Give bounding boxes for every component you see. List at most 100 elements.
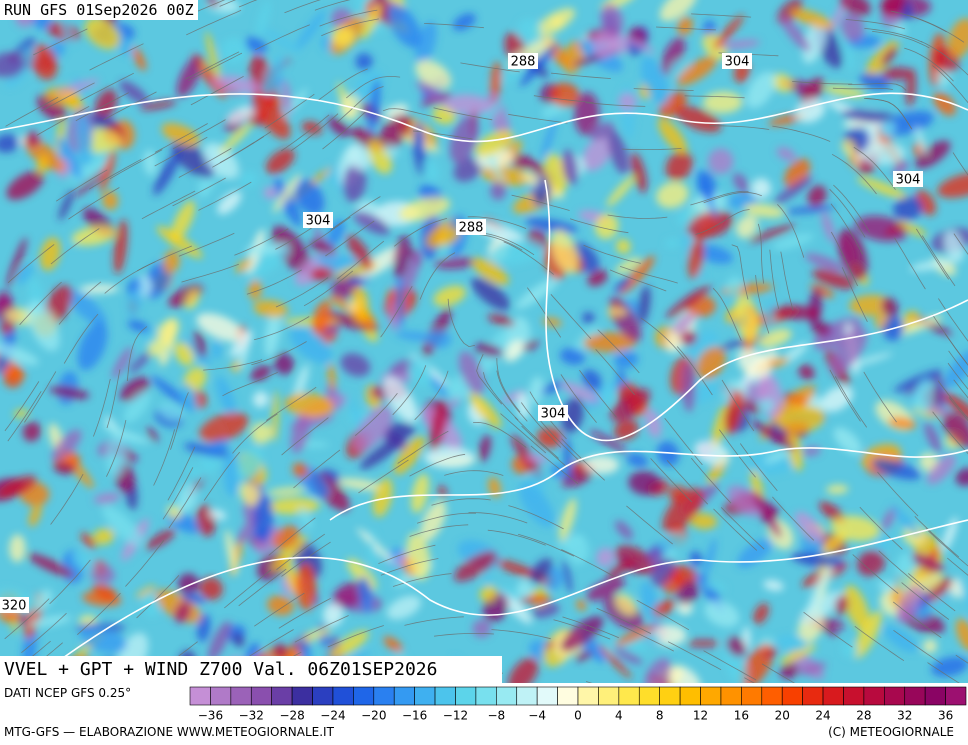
streamline	[222, 372, 278, 397]
field-blob	[898, 315, 943, 336]
streamline	[609, 269, 667, 292]
field-blob	[394, 331, 439, 342]
field-blob	[753, 603, 769, 625]
field-blob	[583, 332, 637, 353]
streamline	[253, 316, 310, 341]
field-blob	[415, 21, 437, 65]
streamline	[921, 235, 956, 287]
field-blob	[263, 186, 277, 200]
streamline	[327, 625, 384, 648]
streamline	[955, 654, 968, 664]
streamline	[619, 266, 678, 284]
field-blob	[481, 566, 494, 589]
field-blob	[508, 657, 539, 683]
streamline	[561, 549, 615, 578]
colorbar-swatch	[414, 686, 436, 706]
field-blob	[615, 257, 641, 274]
streamline	[521, 425, 567, 467]
streamline	[409, 453, 466, 477]
streamline	[409, 524, 469, 537]
field-blob	[433, 285, 466, 307]
contour-label-box	[303, 212, 333, 228]
field-blob	[771, 73, 794, 92]
field-blob	[499, 590, 533, 624]
field-blob	[780, 16, 811, 52]
field-blob	[471, 277, 511, 311]
field-blob	[225, 529, 238, 576]
field-blob	[937, 172, 968, 198]
field-blob	[736, 215, 758, 239]
streamline	[319, 9, 378, 27]
field-blob	[490, 182, 506, 201]
streamline	[162, 467, 194, 520]
field-blob	[559, 347, 585, 365]
field-blob	[790, 8, 834, 29]
field-blob	[474, 343, 503, 357]
streamline	[676, 346, 713, 396]
field-blob	[422, 159, 440, 183]
field-blob	[856, 550, 886, 577]
streamline	[908, 573, 956, 612]
streamline	[392, 365, 427, 416]
colorbar-swatch	[761, 686, 783, 706]
field-blob	[798, 364, 815, 380]
contour-line	[329, 447, 968, 521]
field-blob	[244, 244, 290, 280]
field-blob	[352, 286, 369, 322]
field-blob	[361, 3, 382, 40]
streamline	[596, 607, 652, 634]
field-blob	[346, 143, 371, 171]
streamline	[526, 287, 562, 338]
streamline	[550, 72, 611, 79]
streamline	[731, 244, 749, 300]
field-blob	[821, 211, 835, 243]
streamline	[141, 190, 196, 220]
streamline	[473, 421, 527, 448]
streamline	[932, 65, 968, 104]
colorbar-swatch	[598, 686, 620, 706]
streamline	[834, 376, 868, 428]
field-blob	[859, 73, 891, 90]
streamline	[553, 619, 611, 640]
field-blob	[490, 239, 543, 265]
field-blob	[429, 399, 447, 453]
colorbar-tick-label: 16	[734, 709, 749, 723]
colorbar-swatch	[659, 686, 681, 706]
streamline	[496, 370, 528, 422]
field-blob	[614, 350, 639, 369]
field-blob	[955, 618, 968, 652]
field-blob	[854, 215, 909, 242]
field-blob	[801, 446, 821, 456]
field-blob	[475, 130, 514, 157]
field-blob	[628, 470, 662, 496]
streamline	[533, 95, 594, 103]
streamline	[264, 93, 315, 129]
streamline	[932, 411, 968, 455]
field-blob	[229, 331, 253, 358]
streamline	[198, 181, 252, 211]
streamline	[293, 449, 341, 489]
field-blob	[672, 312, 696, 334]
streamline	[925, 528, 968, 567]
field-blob	[751, 420, 796, 451]
colorbar-swatch	[741, 686, 763, 706]
colorbar-tick-label: −20	[361, 709, 386, 723]
colorbar-swatch	[577, 686, 599, 706]
field-blob	[51, 429, 82, 461]
streamline	[232, 413, 278, 454]
colorbar-tick-label: 8	[656, 709, 664, 723]
field-blob	[839, 28, 854, 72]
colorbar-swatch	[884, 686, 906, 706]
streamline	[49, 559, 91, 605]
field-blob	[298, 507, 313, 530]
colorbar-swatch	[291, 686, 313, 706]
field-blob	[266, 497, 320, 515]
colorbar-swatch	[271, 686, 293, 706]
streamline	[508, 113, 568, 124]
field-blob	[75, 111, 93, 166]
field-blob	[703, 581, 727, 592]
field-blob	[574, 651, 593, 662]
field-blob	[211, 75, 262, 94]
field-blob	[261, 54, 286, 98]
field-blob	[272, 173, 301, 213]
